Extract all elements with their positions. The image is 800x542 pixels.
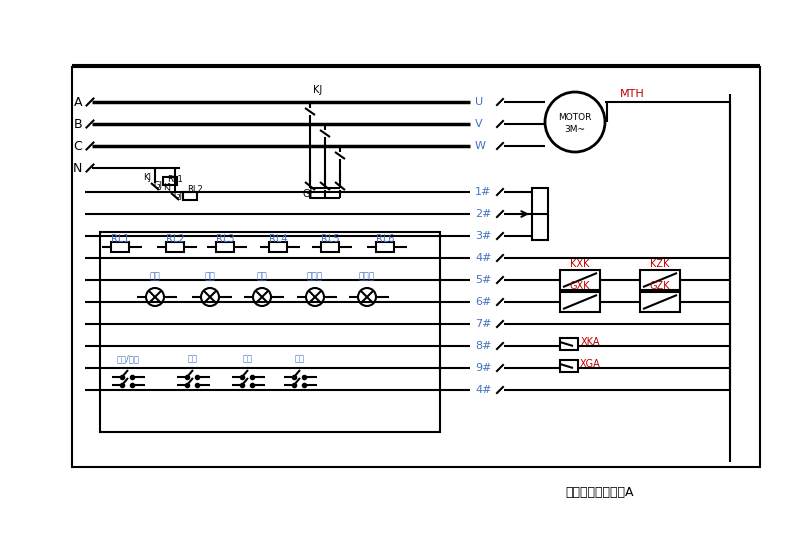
Bar [532, 188, 548, 240]
Text: GJ: GJ [303, 189, 313, 199]
Bar [111, 242, 129, 252]
Text: 7#: 7# [475, 319, 491, 329]
Bar [560, 360, 578, 372]
Text: KJ: KJ [314, 85, 322, 95]
Text: XKA: XKA [580, 337, 600, 347]
Bar [640, 292, 680, 312]
Bar [100, 232, 440, 432]
Text: GXK: GXK [570, 281, 590, 291]
Bar [560, 292, 600, 312]
Text: W: W [475, 141, 486, 151]
Text: 过电流: 过电流 [307, 273, 323, 281]
Text: GJ: GJ [174, 191, 182, 201]
Bar [560, 270, 600, 290]
Text: GZK: GZK [650, 281, 670, 291]
Bar [72, 67, 760, 467]
Text: MTH: MTH [620, 89, 645, 99]
Text: 4#: 4# [475, 253, 491, 263]
Text: 5#: 5# [475, 275, 491, 285]
Text: 电气接线图：机型A: 电气接线图：机型A [566, 486, 634, 499]
Bar [216, 242, 234, 252]
Text: 过力矩: 过力矩 [359, 273, 375, 281]
Text: B: B [74, 118, 82, 131]
Text: 6#: 6# [475, 297, 491, 307]
Text: RL3: RL3 [216, 234, 234, 244]
Text: RL1: RL1 [110, 234, 130, 244]
Text: 8#: 8# [475, 341, 491, 351]
Text: KZK: KZK [650, 259, 670, 269]
Text: 远程: 远程 [150, 273, 160, 281]
Text: 开阀: 开阀 [188, 354, 198, 364]
Text: 1#: 1# [475, 187, 491, 197]
Text: KXK: KXK [570, 259, 590, 269]
Text: C: C [74, 139, 82, 152]
Text: 停止: 停止 [295, 354, 305, 364]
Text: 9#: 9# [475, 363, 491, 373]
Text: 关阀: 关阀 [243, 354, 253, 364]
Text: 本地/远程: 本地/远程 [117, 354, 139, 364]
Text: KJ: KJ [163, 184, 171, 192]
Bar [321, 242, 339, 252]
Bar [269, 242, 287, 252]
Text: N: N [73, 162, 82, 175]
Text: A: A [74, 95, 82, 108]
Bar [183, 192, 197, 200]
Text: U: U [475, 97, 483, 107]
Bar [640, 270, 680, 290]
Bar [376, 242, 394, 252]
Bar [560, 338, 578, 350]
Bar [163, 177, 177, 185]
Text: RL1: RL1 [167, 176, 183, 184]
Text: KJ: KJ [143, 173, 151, 183]
Text: RL2: RL2 [187, 185, 203, 195]
Text: 3M~: 3M~ [565, 125, 586, 133]
Text: RL6: RL6 [376, 234, 394, 244]
Text: 3#: 3# [475, 231, 491, 241]
Text: RL2: RL2 [166, 234, 184, 244]
Text: V: V [475, 119, 482, 129]
Text: 4#: 4# [475, 385, 491, 395]
Text: GJ: GJ [154, 182, 162, 190]
Bar [166, 242, 184, 252]
Text: 2#: 2# [475, 209, 491, 219]
Text: XGA: XGA [580, 359, 600, 369]
Text: RL4: RL4 [269, 234, 287, 244]
Text: MOTOR: MOTOR [558, 113, 592, 121]
Text: RL5: RL5 [321, 234, 339, 244]
Text: 阀关: 阀关 [257, 273, 267, 281]
Text: 阀开: 阀开 [205, 273, 215, 281]
